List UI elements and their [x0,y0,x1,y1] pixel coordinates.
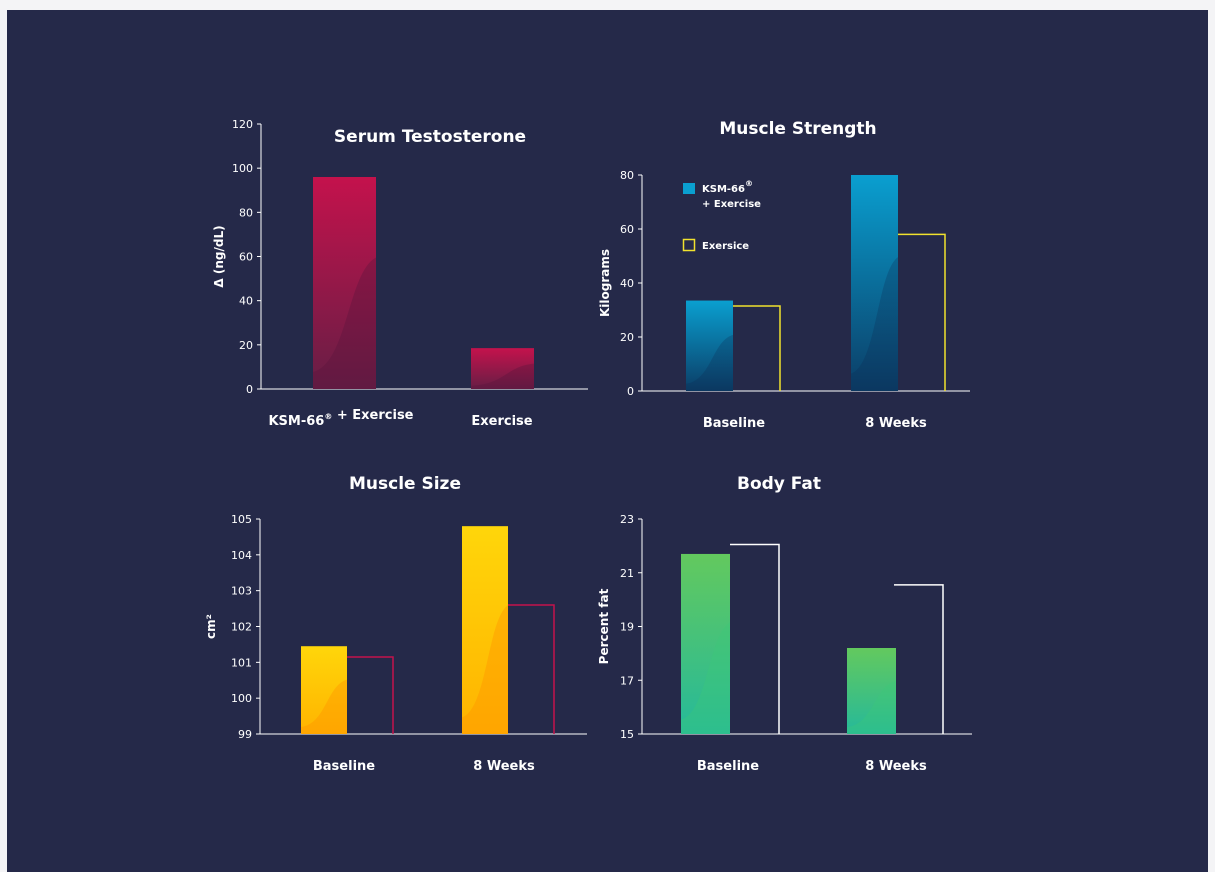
y-tick-label: 101 [231,656,252,669]
y-tick-label: 20 [239,339,253,352]
bar-filled [313,177,376,389]
y-tick-label: 80 [239,206,253,219]
y-tick-label: 40 [620,277,634,290]
y-tick-label: 120 [232,118,253,131]
y-tick-label: 60 [239,251,253,264]
category-label: 8 Weeks [473,759,535,774]
chart-title: Muscle Strength [719,119,876,139]
bar-outline [508,604,555,734]
y-tick-label: 0 [246,383,253,396]
legend-swatch-filled [683,183,695,194]
bar-filled [851,175,898,391]
bar-filled [462,526,508,734]
y-axis-label: cm² [204,614,218,639]
bar-outline [347,656,394,734]
bar-outline [898,233,946,391]
bar-filled [471,348,534,389]
legend-label: Exersice [702,241,749,252]
bar-shading [301,679,347,734]
y-tick-label: 19 [620,621,634,634]
bar-shading [462,605,508,734]
y-tick-label: 102 [231,621,252,634]
y-tick-label: 105 [231,513,252,526]
y-tick-label: 60 [620,223,634,236]
bar-shading [313,257,376,389]
category-label: 8 Weeks [865,759,927,774]
y-axis-label: Percent fat [597,588,611,664]
bar-filled [686,300,733,391]
category-label: 8 Weeks [865,416,927,431]
y-tick-label: 100 [232,162,253,175]
y-tick-label: 100 [231,692,252,705]
y-tick-label: 21 [620,567,634,580]
y-tick-label: 20 [620,331,634,344]
bar-outline [894,584,944,734]
chart-title: Body Fat [737,474,821,494]
category-label: Baseline [703,416,765,431]
bar-shading [686,334,733,391]
bar-filled [301,646,347,734]
bar-filled [847,648,896,734]
y-axis-label: Kilograms [598,249,612,317]
bar-shading [471,363,534,389]
y-tick-label: 103 [231,585,252,598]
y-tick-label: 80 [620,169,634,182]
y-tick-label: 40 [239,295,253,308]
y-tick-label: 23 [620,513,634,526]
bar-shading [851,257,898,391]
legend-label: + Exercise [702,199,761,210]
y-tick-label: 17 [620,674,634,687]
category-label: Baseline [313,759,375,774]
bar-shading [681,622,730,734]
chart-title: Serum Testosterone [334,127,526,147]
legend-label: KSM-66® [702,179,753,195]
category-label: Baseline [697,759,759,774]
y-tick-label: 15 [620,728,634,741]
bar-filled [681,553,730,734]
y-tick-label: 99 [238,728,252,741]
chart-title: Muscle Size [349,474,461,494]
bar-shading [847,680,896,734]
category-label: KSM-66® + Exercise [268,408,413,429]
bar-outline [733,305,781,391]
legend-swatch-outline [682,238,696,252]
y-tick-label: 104 [231,549,252,562]
bar-outline [730,543,780,734]
category-label: Exercise [471,414,532,429]
y-axis-label: Δ (ng/dL) [212,225,226,287]
chart-panel [7,10,1208,872]
y-tick-label: 0 [627,385,634,398]
